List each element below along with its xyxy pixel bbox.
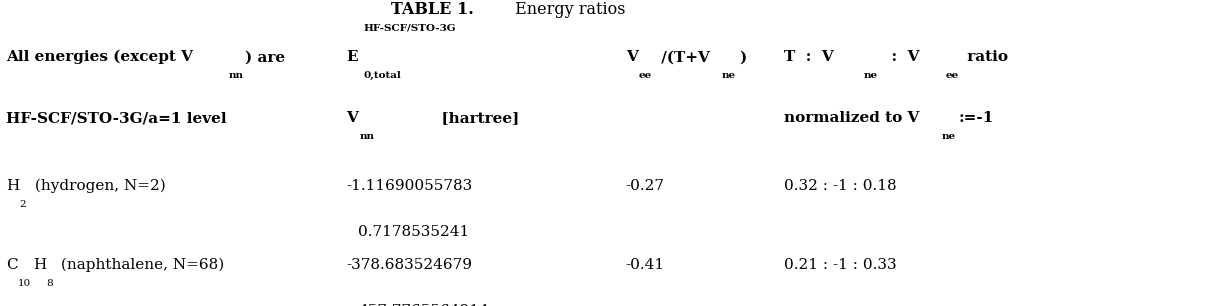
Text: (naphthalene, N=68): (naphthalene, N=68) [56, 258, 224, 272]
Text: :  V: : V [881, 50, 920, 64]
Text: ee: ee [945, 71, 959, 80]
Text: E: E [346, 50, 358, 64]
Text: -378.683524679: -378.683524679 [346, 258, 473, 272]
Text: nn: nn [228, 71, 243, 80]
Text: HF-SCF/STO-3G: HF-SCF/STO-3G [363, 24, 456, 33]
Text: -0.41: -0.41 [626, 258, 665, 272]
Text: V: V [346, 111, 358, 125]
Text: 457.7765564914: 457.7765564914 [358, 304, 490, 306]
Text: 0.32 : -1 : 0.18: 0.32 : -1 : 0.18 [784, 179, 897, 193]
Text: 8: 8 [46, 279, 52, 288]
Text: TABLE 1.: TABLE 1. [391, 1, 474, 18]
Text: ): ) [739, 50, 746, 64]
Text: (hydrogen, N=2): (hydrogen, N=2) [30, 178, 166, 193]
Text: -1.11690055783: -1.11690055783 [346, 179, 473, 193]
Text: /(T+V: /(T+V [656, 50, 710, 64]
Text: 0.21 : -1 : 0.33: 0.21 : -1 : 0.33 [784, 258, 897, 272]
Text: 2: 2 [19, 200, 26, 209]
Text: ne: ne [942, 132, 956, 141]
Text: T  :  V: T : V [784, 50, 833, 64]
Text: nn: nn [360, 132, 374, 141]
Text: ee: ee [639, 71, 652, 80]
Text: C: C [6, 258, 18, 272]
Text: -0.27: -0.27 [626, 179, 665, 193]
Text: normalized to V: normalized to V [784, 111, 919, 125]
Text: Energy ratios: Energy ratios [510, 1, 626, 18]
Text: V: V [626, 50, 638, 64]
Text: ) are: ) are [245, 50, 286, 64]
Text: HF-SCF/STO-3G/a=1 level: HF-SCF/STO-3G/a=1 level [6, 111, 227, 125]
Text: 0.7178535241: 0.7178535241 [358, 225, 470, 239]
Text: H: H [33, 258, 46, 272]
Text: H: H [6, 179, 19, 193]
Text: ne: ne [864, 71, 878, 80]
Text: ne: ne [722, 71, 736, 80]
Text: 10: 10 [18, 279, 32, 288]
Text: All energies (except V: All energies (except V [6, 50, 193, 64]
Text: 0,total: 0,total [363, 71, 401, 80]
Text: :=-1: :=-1 [959, 111, 994, 125]
Text: [hartree]: [hartree] [389, 111, 519, 125]
Text: ratio: ratio [962, 50, 1008, 64]
